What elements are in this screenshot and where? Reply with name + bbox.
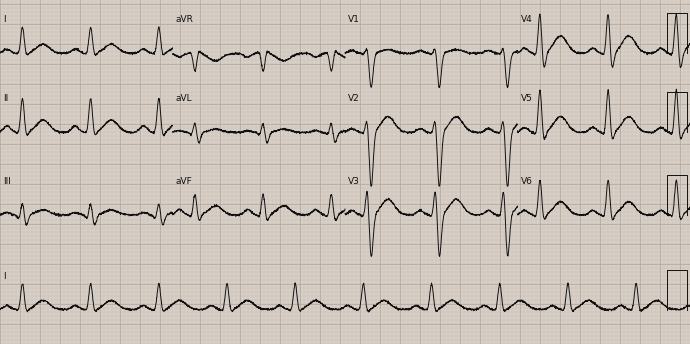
Text: V5: V5 — [520, 95, 533, 104]
Text: aVF: aVF — [175, 177, 193, 186]
Text: I: I — [3, 15, 6, 24]
Text: V3: V3 — [348, 177, 360, 186]
Text: aVR: aVR — [175, 15, 193, 24]
Text: V2: V2 — [348, 95, 359, 104]
Text: aVL: aVL — [175, 95, 192, 104]
Text: III: III — [3, 177, 11, 186]
Text: II: II — [3, 95, 8, 104]
Text: V4: V4 — [520, 15, 532, 24]
Text: V6: V6 — [520, 177, 533, 186]
Text: V1: V1 — [348, 15, 360, 24]
Text: I: I — [3, 272, 6, 281]
